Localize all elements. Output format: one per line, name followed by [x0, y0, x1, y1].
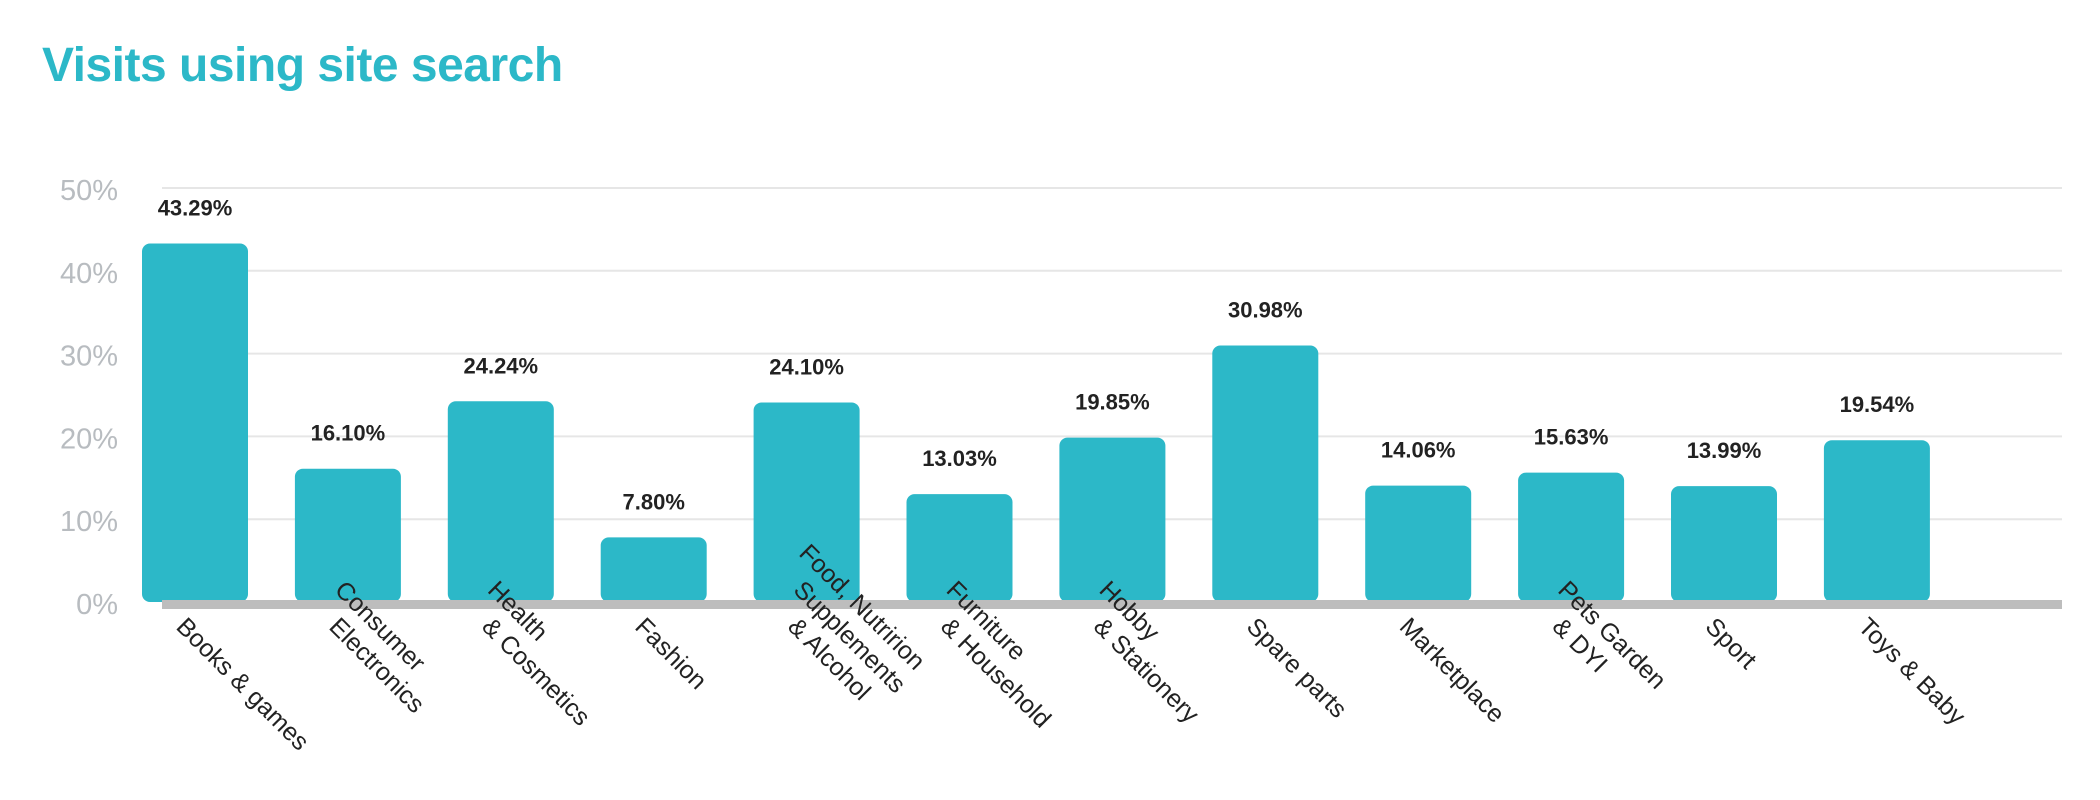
bar-value-label: 13.99%: [1687, 438, 1762, 463]
bar: [1518, 472, 1625, 602]
bar: [1671, 486, 1777, 602]
y-axis-ticks: 0% 10% 20% 30% 40% 50%: [60, 175, 118, 621]
bar: [1823, 440, 1930, 602]
bar-value-label: 24.24%: [463, 353, 538, 378]
category-label-line: Toys & Baby: [1853, 612, 1971, 730]
bars: [142, 243, 1930, 602]
bar-value-label: 7.80%: [623, 489, 685, 514]
bar-value-label: 30.98%: [1228, 297, 1303, 322]
bar: [1365, 485, 1472, 602]
category-label: Books & games: [171, 612, 315, 756]
category-label: Marketplace: [1394, 612, 1510, 728]
bar-value-label: 15.63%: [1534, 425, 1609, 450]
bar: [906, 494, 1013, 602]
y-tick-label: 20%: [60, 423, 118, 455]
bar: [600, 537, 707, 602]
category-label: Sport: [1700, 612, 1762, 674]
x-axis-baseline: [162, 600, 2062, 609]
bar-value-label: 24.10%: [769, 354, 844, 379]
bar-value-label: 19.85%: [1075, 390, 1150, 415]
category-label: Fashion: [629, 612, 712, 695]
bar: [142, 243, 248, 602]
category-label: Spare parts: [1241, 612, 1352, 723]
bar-value-label: 14.06%: [1381, 438, 1456, 463]
bar-value-label: 16.10%: [311, 421, 386, 446]
x-axis-line: [162, 600, 2062, 609]
category-label-line: Marketplace: [1394, 612, 1510, 728]
y-tick-label: 40%: [60, 258, 118, 290]
bar: [447, 401, 554, 602]
bar: [753, 402, 860, 602]
y-tick-label: 50%: [60, 175, 118, 207]
value-labels: 43.29% 16.10% 24.24% 7.80% 24.10% 13.03% 19.85…: [158, 196, 1915, 515]
chart-title: Visits using site search: [42, 39, 563, 92]
bar-value-label: 13.03%: [922, 446, 997, 471]
bar: [1212, 345, 1319, 602]
category-label-line: Fashion: [629, 612, 712, 695]
bar-value-label: 19.54%: [1840, 392, 1915, 417]
bar-value-label: 43.29%: [158, 196, 233, 221]
bar: [1059, 437, 1166, 602]
category-label-line: Spare parts: [1241, 612, 1352, 723]
category-label-line: Books & games: [171, 612, 315, 756]
y-tick-label: 10%: [60, 506, 118, 538]
category-label-line: Sport: [1700, 612, 1762, 674]
y-tick-label: 0%: [76, 589, 118, 621]
bar: [294, 468, 401, 602]
category-label: Toys & Baby: [1853, 612, 1971, 730]
y-tick-label: 30%: [60, 341, 118, 373]
